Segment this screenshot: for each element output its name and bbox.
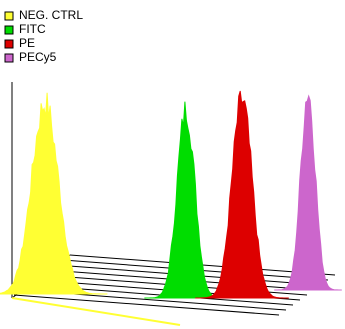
- floor-edge: [11, 297, 181, 326]
- histogram-peak: [0, 92, 108, 295]
- legend-label: FITC: [19, 22, 46, 36]
- peaks: [0, 90, 342, 299]
- legend-swatch: [4, 25, 14, 35]
- floor-line: [13, 294, 280, 316]
- histogram-peak: [274, 94, 342, 291]
- legend-swatch: [4, 11, 14, 21]
- legend-swatch: [4, 53, 14, 63]
- legend-label: NEG. CTRL: [19, 8, 83, 22]
- histogram-peak: [195, 90, 289, 299]
- histogram-peak: [144, 101, 228, 299]
- legend-label: PECy5: [19, 50, 57, 64]
- legend-label: PE: [19, 36, 35, 50]
- legend-swatch: [4, 39, 14, 49]
